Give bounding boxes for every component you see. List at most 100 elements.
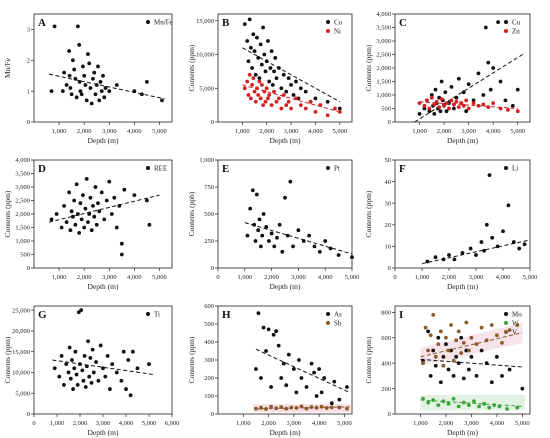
legend-marker: [326, 321, 330, 325]
legend-label: Pt: [334, 165, 340, 173]
x-tick-label: 1,000: [413, 420, 428, 427]
data-point: [87, 212, 92, 216]
data-point: [479, 325, 484, 330]
y-tick-label: 0: [211, 119, 214, 126]
data-point: [86, 52, 90, 57]
data-point: [279, 376, 284, 380]
x-tick-label: 5,000: [510, 128, 525, 135]
data-point: [439, 79, 444, 84]
legend-marker: [146, 166, 150, 170]
data-point: [479, 348, 484, 353]
data-point: [62, 204, 67, 208]
data-point: [252, 89, 257, 94]
data-point: [324, 406, 329, 410]
data-point: [501, 229, 505, 234]
data-point: [288, 179, 293, 184]
data-point: [460, 250, 465, 255]
data-point: [69, 209, 74, 214]
data-point: [442, 103, 446, 108]
data-point: [147, 362, 151, 367]
legend-marker: [504, 20, 508, 24]
data-point: [270, 82, 275, 87]
data-point: [309, 405, 314, 410]
y-tick-label: 5,000: [15, 390, 30, 397]
legend-label: Ti: [154, 311, 160, 319]
data-point: [251, 32, 256, 37]
data-point: [72, 67, 77, 72]
x-tick-label: 0: [216, 274, 219, 281]
x-axis-label: Depth (m): [269, 136, 301, 145]
data-point: [114, 83, 119, 87]
panel-letter: F: [399, 163, 406, 175]
data-point: [303, 89, 308, 94]
y-tick-label: 750: [204, 184, 214, 191]
x-tick-label: 2,000: [264, 274, 279, 281]
x-tick-label: 4,000: [119, 420, 134, 427]
data-point: [257, 79, 262, 84]
y-tick-label: 100: [204, 393, 214, 400]
data-point: [247, 17, 252, 22]
data-point: [73, 349, 78, 354]
y-axis-label: Contents (ppm): [187, 336, 196, 383]
data-point: [425, 259, 430, 264]
data-point: [481, 93, 486, 97]
data-point: [59, 353, 64, 358]
x-axis-label: Depth (m): [447, 428, 479, 437]
data-point: [94, 360, 98, 364]
data-point: [98, 343, 103, 348]
data-point: [317, 249, 322, 254]
legend-label: V: [512, 329, 517, 337]
data-point: [266, 39, 270, 43]
data-point: [294, 390, 299, 395]
trend-line: [421, 239, 531, 265]
data-point: [242, 22, 247, 27]
series-ree: [48, 177, 160, 257]
data-point: [253, 239, 258, 243]
data-point: [489, 323, 494, 327]
data-point: [121, 349, 126, 354]
y-tick-label: 500: [204, 211, 214, 218]
data-point: [99, 190, 104, 195]
panel-h: 1,000 2,000 3,000 4,000 5,000 0 100 200 300 400 50…: [187, 303, 353, 437]
trend-line: [48, 194, 160, 223]
data-point: [500, 340, 504, 345]
data-point: [466, 348, 471, 353]
y-tick-label: 20: [385, 222, 392, 229]
data-point: [298, 86, 303, 91]
data-point: [507, 328, 512, 333]
y-tick-label: 200: [204, 375, 214, 382]
data-point: [337, 106, 342, 111]
data-point: [461, 103, 466, 108]
data-point: [466, 106, 471, 111]
data-point: [336, 253, 341, 257]
data-point: [114, 370, 119, 375]
legend-marker: [504, 166, 508, 170]
data-point: [451, 396, 456, 401]
y-tick-label: 0: [388, 265, 391, 272]
data-point: [319, 404, 324, 409]
confidence-band: [420, 322, 523, 366]
data-point: [69, 92, 74, 97]
data-point: [312, 244, 317, 249]
legend-label: Cu: [512, 19, 521, 27]
panel-letter: I: [399, 309, 403, 321]
x-tick-label: 4,000: [127, 128, 142, 135]
x-tick-label: 3,000: [284, 128, 299, 135]
data-point: [114, 225, 119, 230]
data-point: [79, 92, 84, 97]
data-point: [102, 217, 107, 222]
x-tick-label: 3,000: [291, 274, 306, 281]
data-point: [110, 362, 115, 367]
data-point: [49, 217, 54, 222]
data-point: [261, 103, 265, 108]
data-point: [425, 98, 429, 103]
data-point: [491, 101, 496, 105]
data-point: [329, 401, 334, 406]
trend-line: [420, 332, 523, 358]
x-tick-label: 5,000: [152, 274, 167, 281]
x-tick-label: 6,000: [165, 420, 180, 427]
x-tick-label: 1,000: [236, 420, 251, 427]
data-point: [296, 228, 301, 233]
y-tick-label: 0: [27, 265, 30, 272]
y-axis-label: Contents (ppm): [364, 336, 373, 383]
